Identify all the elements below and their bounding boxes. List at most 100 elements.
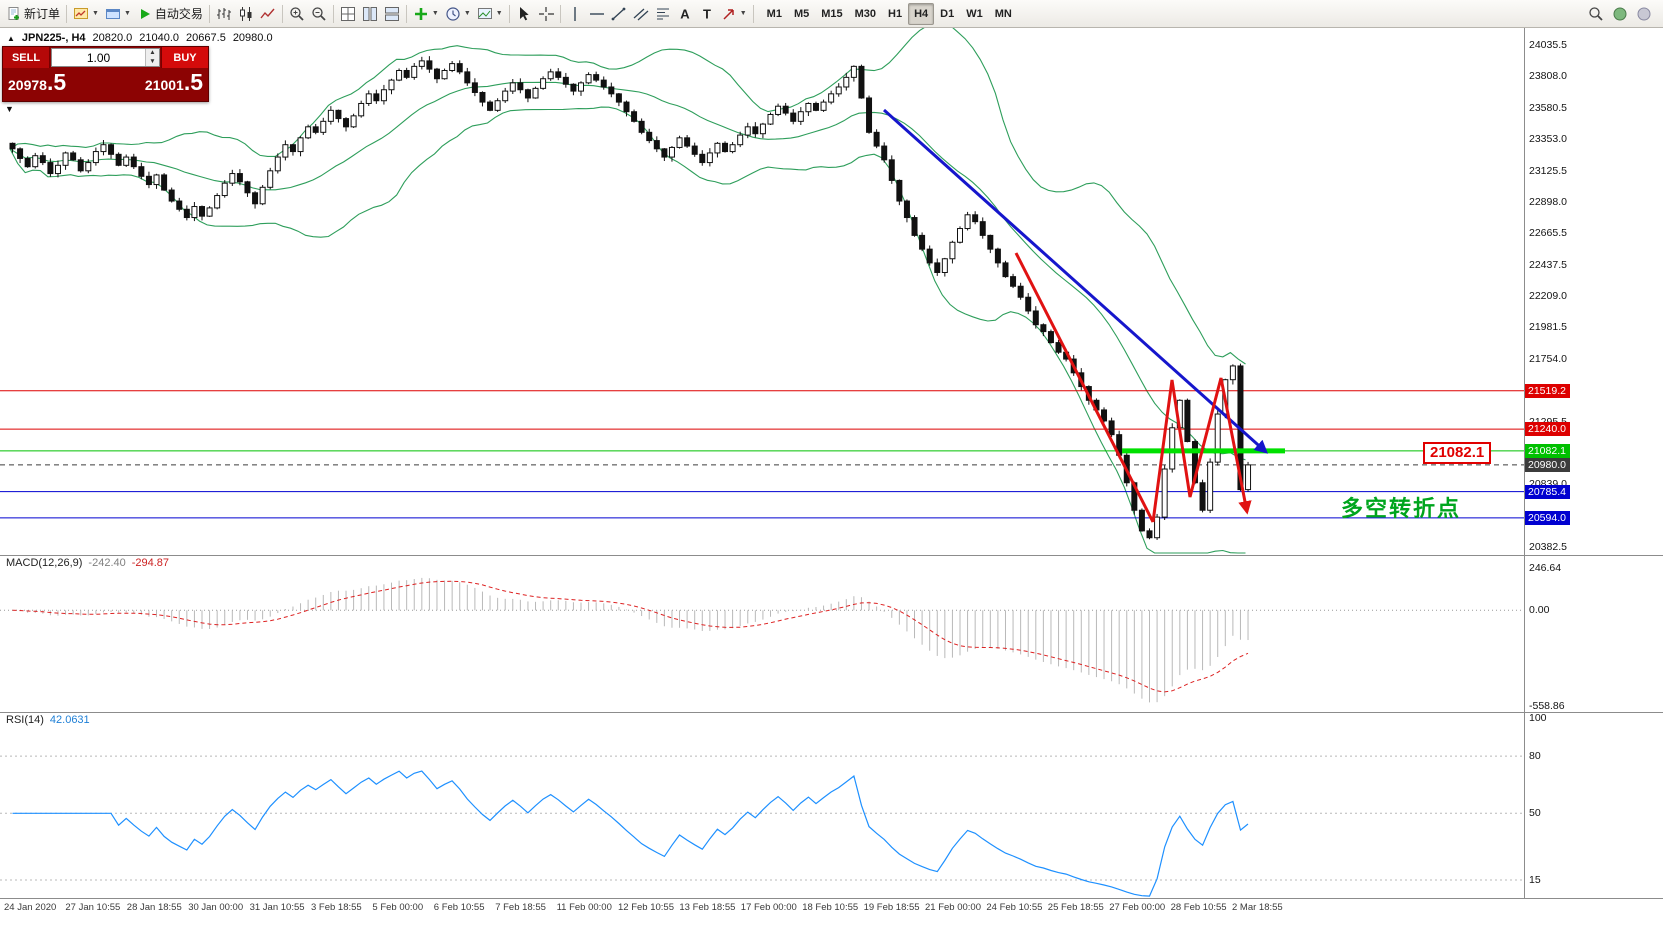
label-icon: T: [699, 6, 715, 22]
new-order-button[interactable]: 新订单: [3, 2, 63, 26]
new-chart-button[interactable]: ▼: [70, 2, 102, 26]
rsi-value: 42.0631: [49, 714, 90, 726]
fibonacci-button[interactable]: [652, 2, 674, 26]
symbol-timeframe: JPN225-, H4: [21, 32, 86, 44]
symbol-marker-icon: ▲: [7, 33, 15, 43]
time-axis-label: 24 Jan 2020: [4, 902, 57, 913]
sell-price: 20978.5: [8, 69, 67, 95]
tile-windows-button[interactable]: [337, 2, 359, 26]
volume-down-icon[interactable]: ▼: [146, 57, 159, 66]
time-axis-label: 6 Feb 10:55: [433, 902, 485, 913]
price-axis-label: 23808.0: [1529, 70, 1567, 83]
chevron-down-icon: ▼: [92, 10, 99, 17]
time-axis-label: 27 Feb 00:00: [1109, 902, 1166, 913]
macd-axis-label: -558.86: [1529, 700, 1565, 712]
time-axis-label: 5 Feb 00:00: [372, 902, 424, 913]
horizontal-line-button[interactable]: [586, 2, 608, 26]
autotrading-button-label: 自动交易: [154, 7, 203, 21]
search-icon: [1588, 6, 1604, 22]
time-axis-label: 25 Feb 18:55: [1047, 902, 1104, 913]
periods-icon: [445, 6, 461, 22]
channel-icon: [633, 6, 649, 22]
timeframe-m15[interactable]: M15: [821, 7, 843, 20]
macd-name: MACD(12,26,9): [6, 557, 83, 569]
crosshair-button[interactable]: [535, 2, 557, 26]
toolbar-right-group: [1585, 2, 1660, 26]
arrows-icon: [721, 6, 737, 22]
community-button[interactable]: [1609, 2, 1631, 26]
price-axis-label: 23125.5: [1529, 164, 1567, 177]
ohlc-close: 20980.0: [232, 32, 273, 44]
macd-value: -242.40: [88, 557, 126, 569]
buy-price: 21001.5: [144, 69, 203, 95]
tile-vertical-icon: [362, 6, 378, 22]
tile-vertical-button[interactable]: [359, 2, 381, 26]
timeframe-m1[interactable]: M1: [766, 7, 782, 20]
volume-up-icon[interactable]: ▲: [146, 49, 159, 58]
zoom-out-icon: [311, 6, 327, 22]
line-chart-icon: [260, 6, 276, 22]
line-chart-button[interactable]: [257, 2, 279, 26]
timeframe-mn[interactable]: MN: [994, 7, 1012, 20]
new-chart-icon: [73, 6, 89, 22]
time-axis-label: 2 Mar 18:55: [1232, 902, 1283, 913]
buy-button[interactable]: BUY: [161, 47, 208, 68]
timeframe-m30[interactable]: M30: [854, 7, 877, 20]
time-axis-label: 24 Feb 10:55: [986, 902, 1043, 913]
timeframe-d1[interactable]: D1: [940, 7, 955, 20]
indicators-button[interactable]: ▼: [410, 2, 442, 26]
search-button[interactable]: [1585, 2, 1607, 26]
price-tag: 21082.1: [1525, 443, 1570, 458]
time-axis-label: 12 Feb 10:55: [618, 902, 674, 913]
help-button[interactable]: [1633, 2, 1655, 26]
tile-horizontal-icon: [384, 6, 400, 22]
text-icon: A: [677, 6, 693, 22]
candlestick-icon: [238, 6, 254, 22]
price-axis-label: 22209.0: [1529, 290, 1567, 302]
new-order-icon: [6, 6, 22, 22]
time-axis-label: 21 Feb 00:00: [925, 902, 981, 913]
price-tag: 20980.0: [1525, 457, 1570, 472]
macd-axis-label: 0.00: [1529, 604, 1550, 616]
trendline-button[interactable]: [608, 2, 630, 26]
zoom-in-button[interactable]: [286, 2, 308, 26]
toolbar-separator: [559, 4, 561, 23]
price-axis-label: 20382.5: [1529, 541, 1567, 553]
timeframe-h1[interactable]: H1: [888, 7, 903, 20]
autotrading-button[interactable]: 自动交易: [134, 2, 206, 26]
volume-stepper: ▲ ▼: [145, 49, 159, 66]
rsi-indicator-label: RSI(14) 42.0631: [6, 714, 90, 726]
macd-signal-value: -294.87: [131, 557, 170, 569]
timeframe-h4[interactable]: H4: [908, 2, 935, 25]
time-axis-label: 28 Jan 18:55: [126, 902, 182, 913]
macd-axis-label: 246.64: [1529, 562, 1562, 574]
volume-input[interactable]: [52, 49, 145, 66]
cursor-icon: [516, 6, 532, 22]
zoom-out-button[interactable]: [308, 2, 330, 26]
toolbar-separator: [752, 4, 754, 23]
text-label-button[interactable]: T: [696, 2, 718, 26]
channel-button[interactable]: [630, 2, 652, 26]
timeframe-w1[interactable]: W1: [966, 7, 983, 20]
price-axis-label: 21754.0: [1529, 352, 1567, 365]
sell-button[interactable]: SELL: [3, 47, 50, 68]
candlestick-button[interactable]: [235, 2, 257, 26]
tile-horizontal-button[interactable]: [381, 2, 403, 26]
panel-collapse-icon[interactable]: ▼: [5, 104, 14, 114]
templates-button[interactable]: ▼: [474, 2, 506, 26]
arrows-button[interactable]: ▼: [718, 2, 750, 26]
status-green-icon: [1612, 6, 1628, 22]
toolbar-separator: [281, 4, 283, 23]
profiles-button[interactable]: ▼: [102, 2, 134, 26]
svg-text:A: A: [680, 6, 690, 21]
chevron-down-icon: ▼: [431, 10, 439, 17]
cursor-button[interactable]: [513, 2, 535, 26]
vertical-line-button[interactable]: [564, 2, 586, 26]
timeframe-m5[interactable]: M5: [793, 7, 810, 20]
price-tag: 20785.4: [1525, 484, 1570, 499]
periods-button[interactable]: ▼: [442, 2, 474, 26]
bar-chart-button[interactable]: [213, 2, 235, 26]
text-button[interactable]: A: [674, 2, 696, 26]
time-axis-label: 27 Jan 10:55: [65, 902, 121, 913]
